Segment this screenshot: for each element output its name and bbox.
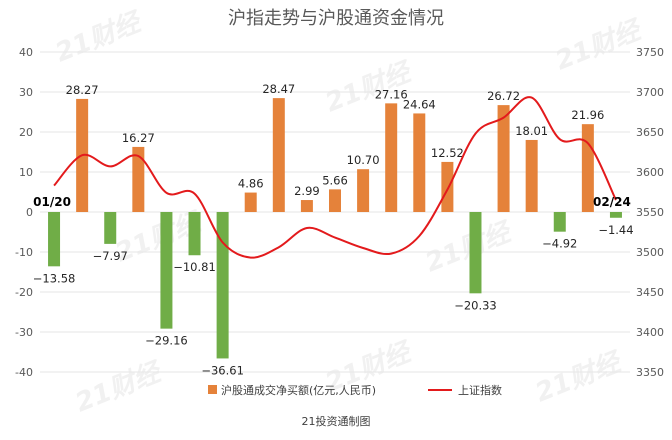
bar <box>581 124 594 212</box>
bar <box>188 212 201 256</box>
right-tick-label: 3650 <box>636 126 664 139</box>
bar-value-label: 21.96 <box>571 108 604 122</box>
bar <box>104 212 117 244</box>
bar <box>132 146 145 212</box>
left-axis-ticks: 40 30 20 10 0 -10 -20 -30 -40 <box>15 46 33 379</box>
bar-value-label: −20.33 <box>454 298 497 312</box>
left-tick-label: -10 <box>15 246 33 259</box>
legend-bar-label: 沪股通成交净买额(亿元,人民币) <box>221 383 376 397</box>
bar-value-label: 4.86 <box>238 177 264 191</box>
bar <box>272 98 285 212</box>
watermark-text: 21财经 <box>551 15 647 77</box>
bar <box>469 212 482 294</box>
bar-value-label: −4.92 <box>542 237 577 251</box>
left-tick-label: -30 <box>15 326 33 339</box>
legend-bar-swatch <box>208 385 217 394</box>
bar-value-label: 5.66 <box>322 173 348 187</box>
bar <box>300 200 313 212</box>
bar-value-label: −1.44 <box>598 223 633 237</box>
bar <box>48 212 61 267</box>
right-tick-label: 3600 <box>636 166 664 179</box>
right-tick-label: 3500 <box>636 246 664 259</box>
bar-value-label: 28.47 <box>262 82 295 96</box>
left-tick-label: 30 <box>19 86 33 99</box>
line-series <box>53 96 617 259</box>
legend-line-label: 上证指数 <box>458 383 502 397</box>
bar <box>525 139 538 212</box>
bar <box>553 212 566 232</box>
bar-value-label: 18.01 <box>515 124 548 138</box>
left-tick-label: 40 <box>19 46 33 59</box>
bar-value-label: −10.81 <box>173 260 216 274</box>
bar-value-label: 10.70 <box>347 153 380 167</box>
chart-title: 沪指走势与沪股通资金情况 <box>228 8 444 29</box>
watermark-text: 21财经 <box>421 217 517 279</box>
watermark-text: 21财经 <box>51 7 147 69</box>
bar-value-label: 2.99 <box>294 184 320 198</box>
bar <box>413 113 426 212</box>
left-tick-label: 0 <box>26 206 33 219</box>
bar-value-label: −36.61 <box>201 363 244 377</box>
bar <box>441 161 454 212</box>
bar-value-label: 12.52 <box>431 146 464 160</box>
right-tick-label: 3450 <box>636 286 664 299</box>
date-label-end: 02/24 <box>593 195 631 209</box>
bar <box>497 105 510 212</box>
bar <box>216 212 229 359</box>
right-tick-label: 3350 <box>636 366 664 379</box>
source-note: 21投资通制图 <box>302 414 371 428</box>
bar <box>160 212 173 329</box>
right-tick-label: 3550 <box>636 206 664 219</box>
left-tick-label: -20 <box>15 286 33 299</box>
bar <box>244 192 257 212</box>
bar <box>385 103 398 212</box>
watermark-text: 21财经 <box>531 347 627 409</box>
index-line <box>53 96 617 259</box>
bar-value-label: 27.16 <box>375 87 408 101</box>
right-tick-label: 3700 <box>636 86 664 99</box>
right-axis-ticks: 3750 3700 3650 3600 3550 3500 3450 3400 3350 <box>636 46 664 379</box>
bar <box>357 169 370 212</box>
left-tick-label: 20 <box>19 126 33 139</box>
bar-value-label: 24.64 <box>403 97 436 111</box>
date-label-start: 01/20 <box>33 195 71 209</box>
bar-value-labels: −13.58 28.27 −7.97 16.27 −29.16 −10.81 −36.61 4… <box>33 82 634 377</box>
left-tick-label: -40 <box>15 366 33 379</box>
bar-value-label: 28.27 <box>66 83 99 97</box>
bar-value-label: −13.58 <box>33 271 76 285</box>
legend: 沪股通成交净买额(亿元,人民币) 上证指数 <box>208 383 502 397</box>
right-tick-label: 3400 <box>636 326 664 339</box>
bar-value-label: 26.72 <box>487 89 520 103</box>
bar-value-label: −29.16 <box>145 334 188 348</box>
watermark-text: 21财经 <box>71 357 167 419</box>
bar-value-label: 16.27 <box>122 131 155 145</box>
bar <box>329 189 341 212</box>
bar <box>609 212 622 218</box>
left-tick-label: 10 <box>19 166 33 179</box>
right-tick-label: 3750 <box>636 46 664 59</box>
bar-value-label: −7.97 <box>93 249 128 263</box>
